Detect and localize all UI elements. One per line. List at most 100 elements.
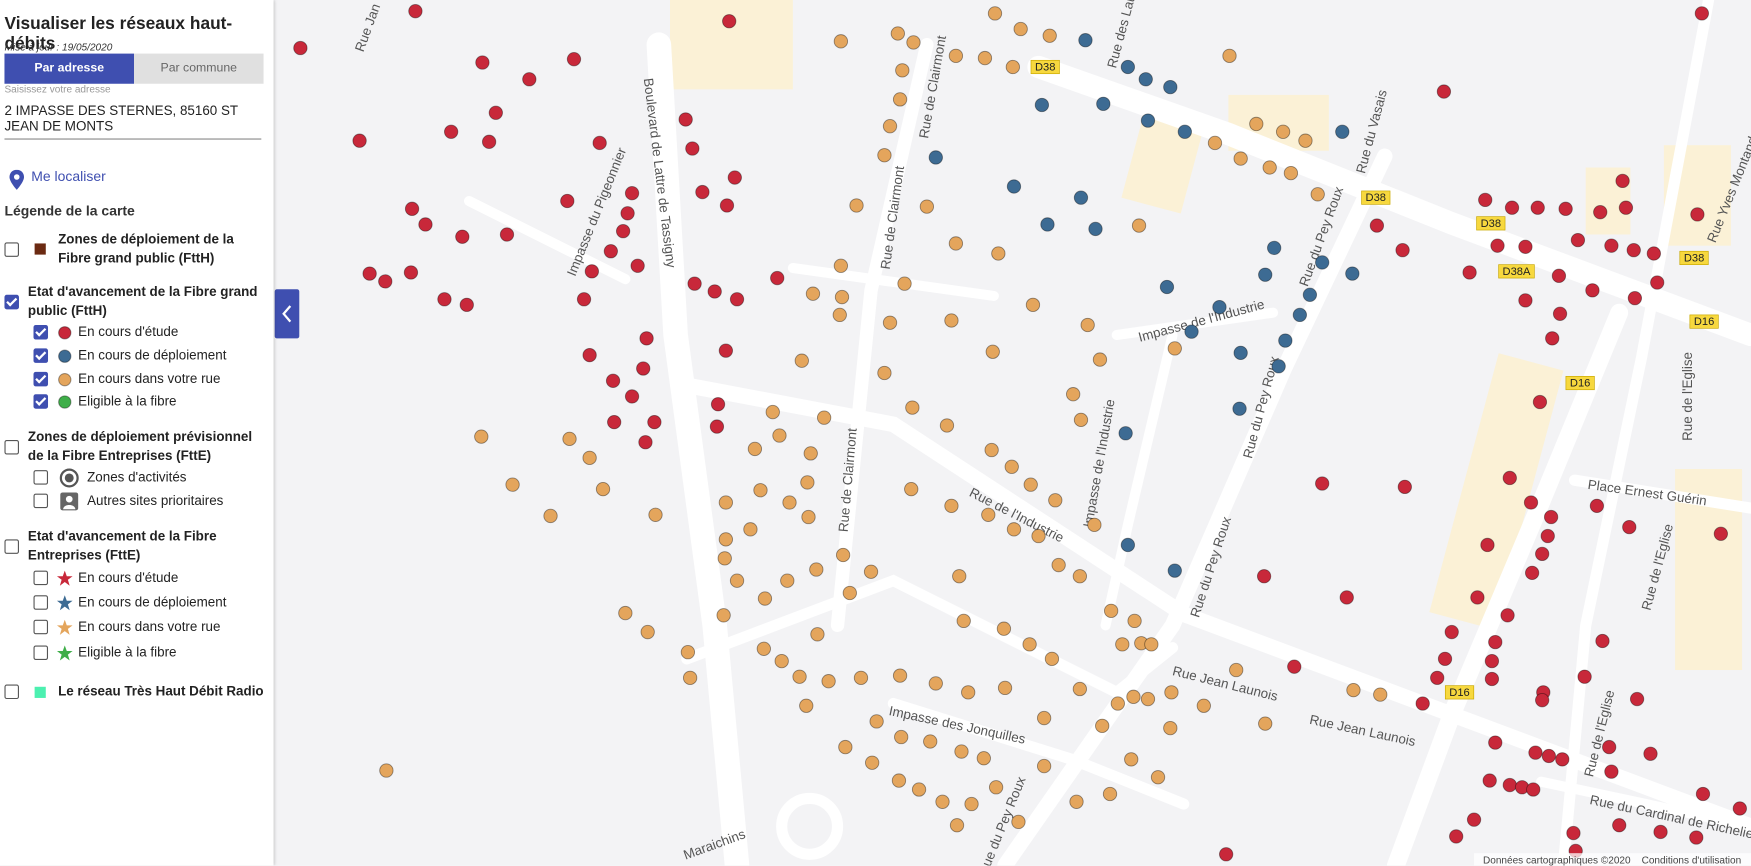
marker[interactable] [1466,812,1482,827]
marker[interactable] [1540,528,1555,544]
marker[interactable] [505,477,520,492]
marker[interactable] [832,307,847,323]
marker[interactable] [944,313,959,328]
marker[interactable] [1518,293,1533,308]
marker[interactable] [630,258,645,273]
marker[interactable] [1552,306,1568,321]
marker[interactable] [1437,651,1453,667]
marker[interactable] [895,63,910,78]
marker[interactable] [1287,659,1302,674]
marker[interactable] [892,668,908,683]
marker[interactable] [1444,624,1459,640]
marker[interactable] [1528,745,1543,760]
marker[interactable] [1504,200,1520,215]
legend-item-checkbox[interactable] [33,493,49,509]
marker[interactable] [1140,113,1156,128]
marker[interactable] [1690,207,1705,222]
legend-item-checkbox[interactable] [33,371,49,387]
marker[interactable] [474,429,489,444]
marker[interactable] [1292,307,1307,323]
marker[interactable] [1031,528,1046,544]
marker[interactable] [362,266,377,281]
marker[interactable] [877,365,892,381]
marker[interactable] [1490,238,1505,253]
marker[interactable] [379,763,394,778]
legend-checkbox[interactable] [4,684,19,700]
marker[interactable] [1163,720,1178,736]
marker[interactable] [1315,476,1330,491]
marker[interactable] [1222,48,1237,63]
marker[interactable] [1484,653,1500,669]
marker[interactable] [638,435,653,450]
marker[interactable] [592,135,607,151]
marker[interactable] [718,495,734,510]
marker[interactable] [1524,565,1540,581]
marker[interactable] [1036,710,1052,726]
marker[interactable] [1626,242,1641,258]
marker[interactable] [595,481,611,497]
tab[interactable]: Par adresse [4,53,135,84]
marker[interactable] [911,782,927,797]
marker[interactable] [648,507,663,522]
marker[interactable] [1262,160,1277,175]
marker[interactable] [293,40,308,56]
marker[interactable] [1339,590,1354,605]
marker[interactable] [1256,569,1272,584]
marker[interactable] [794,353,809,368]
marker[interactable] [863,564,879,579]
marker[interactable] [1092,352,1108,367]
marker[interactable] [678,112,693,127]
marker[interactable] [810,627,825,642]
marker[interactable] [1577,669,1592,684]
marker[interactable] [770,270,785,286]
marker[interactable] [620,206,635,221]
marker[interactable] [1118,426,1133,441]
marker[interactable] [964,796,979,812]
marker[interactable] [1482,773,1497,788]
marker[interactable] [1593,205,1608,220]
legend-checkbox[interactable] [4,294,19,309]
marker[interactable] [1502,470,1517,486]
marker[interactable] [987,6,1003,21]
marker[interactable] [444,124,459,139]
marker[interactable] [499,227,515,242]
marker[interactable] [710,397,726,412]
marker[interactable] [961,685,976,700]
marker[interactable] [853,670,869,685]
marker[interactable] [403,265,419,280]
marker[interactable] [1585,283,1600,298]
legend-item-checkbox[interactable] [33,595,49,610]
marker[interactable] [1080,317,1095,333]
marker[interactable] [1196,698,1211,713]
marker[interactable] [1096,96,1111,112]
marker[interactable] [1005,59,1021,75]
marker[interactable] [1207,135,1223,151]
marker[interactable] [404,201,420,216]
legend-item-checkbox[interactable] [33,619,49,635]
marker[interactable] [1526,782,1541,797]
marker[interactable] [636,361,651,376]
marker[interactable] [904,481,919,497]
marker[interactable] [1249,116,1264,132]
marker[interactable] [1233,345,1248,361]
marker[interactable] [716,608,731,623]
marker[interactable] [905,400,920,415]
marker[interactable] [1535,693,1550,708]
marker[interactable] [984,442,999,458]
marker[interactable] [1302,287,1318,302]
marker[interactable] [1436,84,1452,99]
marker[interactable] [1025,297,1041,313]
legend-checkbox[interactable] [4,538,19,554]
marker[interactable] [892,92,908,107]
marker[interactable] [1023,477,1038,492]
marker[interactable] [562,431,577,447]
marker[interactable] [1022,637,1037,652]
marker[interactable] [408,4,423,19]
marker[interactable] [1078,33,1093,48]
marker[interactable] [522,72,537,87]
marker[interactable] [877,148,892,163]
marker[interactable] [1397,479,1412,495]
marker[interactable] [1219,847,1234,862]
marker[interactable] [576,292,592,307]
marker[interactable] [1545,331,1560,346]
